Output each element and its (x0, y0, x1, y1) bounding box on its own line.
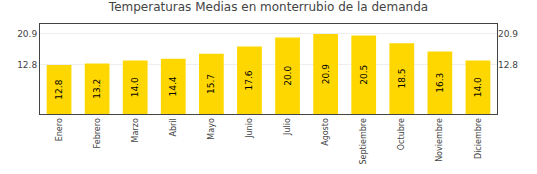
svg-text:Temperaturas Medias en monterr: Temperaturas Medias en monterrubio de la… (108, 0, 428, 14)
svg-text:20.5: 20.5 (359, 65, 369, 85)
svg-text:Septiembre: Septiembre (359, 118, 368, 164)
svg-text:Junio: Junio (245, 118, 254, 139)
svg-text:Noviembre: Noviembre (435, 118, 444, 162)
svg-text:15.7: 15.7 (206, 74, 216, 94)
svg-text:12.8: 12.8 (17, 60, 37, 70)
svg-text:20.9: 20.9 (17, 29, 37, 39)
svg-text:Marzo: Marzo (131, 118, 140, 142)
svg-text:12.8: 12.8 (498, 60, 518, 70)
svg-text:Mayo: Mayo (207, 118, 216, 140)
svg-text:Abril: Abril (169, 118, 178, 136)
svg-text:18.5: 18.5 (397, 69, 407, 89)
svg-text:Agosto: Agosto (321, 118, 330, 146)
svg-text:Julio: Julio (283, 118, 292, 136)
svg-text:14.0: 14.0 (473, 77, 483, 97)
svg-text:14.0: 14.0 (130, 77, 140, 97)
svg-text:Diciembre: Diciembre (474, 118, 483, 159)
svg-text:16.3: 16.3 (435, 73, 445, 93)
svg-text:20.9: 20.9 (321, 64, 331, 84)
svg-text:17.6: 17.6 (244, 70, 254, 90)
svg-text:12.8: 12.8 (54, 79, 64, 99)
svg-text:14.4: 14.4 (168, 76, 178, 96)
svg-text:Octubre: Octubre (397, 118, 406, 150)
svg-text:20.9: 20.9 (498, 29, 518, 39)
svg-text:Febrero: Febrero (93, 118, 102, 148)
svg-text:20.0: 20.0 (283, 66, 293, 86)
svg-text:13.2: 13.2 (92, 79, 102, 99)
svg-text:Enero: Enero (55, 118, 64, 141)
